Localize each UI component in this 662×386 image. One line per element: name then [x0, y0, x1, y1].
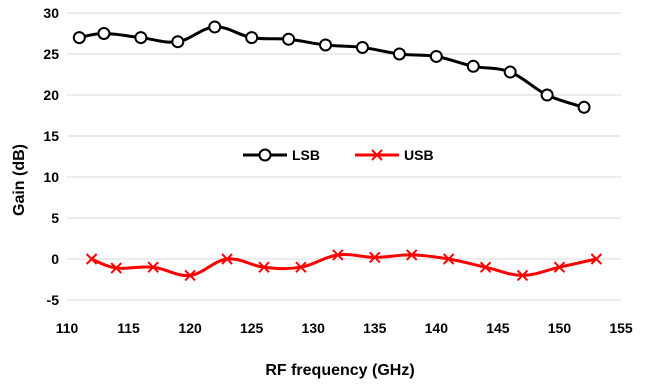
lsb-point — [72, 31, 86, 45]
usb-point — [85, 253, 98, 265]
legend-label-lsb: LSB — [292, 147, 320, 163]
x-tick-label: 135 — [363, 320, 387, 336]
usb-point — [590, 253, 603, 265]
x-tick-label: 145 — [486, 320, 510, 336]
usb-point — [184, 269, 196, 282]
x-tick-label: 110 — [56, 320, 79, 336]
y-tick-label: 0 — [51, 251, 59, 267]
usb-point — [221, 253, 233, 265]
usb-point — [553, 261, 566, 273]
legend-marker-usb — [371, 149, 383, 161]
tick-labels: -5 0 5 10 15 20 25 30 110 115 120 125 130 135 140 145 15… — [43, 5, 632, 336]
usb-point — [406, 249, 418, 261]
x-tick-label: 155 — [609, 320, 633, 336]
legend-item-lsb: LSB — [243, 147, 320, 163]
x-tick-label: 115 — [117, 320, 140, 336]
y-tick-label: 30 — [43, 5, 59, 21]
usb-point — [516, 269, 529, 282]
usb-point — [332, 249, 344, 261]
legend-item-usb: USB — [355, 147, 434, 163]
gridlines — [67, 12, 621, 301]
y-tick-label: 20 — [43, 87, 59, 103]
lsb-point — [208, 20, 222, 34]
lsb-point — [134, 31, 148, 45]
legend-marker-lsb — [258, 148, 272, 162]
lsb-point — [282, 32, 296, 46]
x-tick-label: 130 — [302, 320, 326, 336]
legend: LSB USB — [243, 147, 434, 163]
lsb-point — [429, 49, 443, 63]
lsb-point — [577, 100, 591, 114]
x-tick-label: 150 — [548, 320, 572, 336]
lsb-point — [540, 88, 554, 102]
usb-point — [110, 262, 122, 274]
legend-label-usb: USB — [404, 147, 434, 163]
lsb-point — [503, 65, 517, 79]
y-axis-label: Gain (dB) — [11, 144, 28, 216]
usb-point — [147, 261, 159, 273]
lsb-point — [245, 31, 259, 45]
x-tick-label: 125 — [240, 320, 264, 336]
lsb-point — [97, 27, 111, 40]
usb-point — [295, 261, 307, 273]
y-tick-label: -5 — [47, 292, 60, 308]
series-layer — [72, 20, 603, 282]
y-tick-label: 5 — [51, 210, 59, 226]
lsb-point — [466, 59, 480, 73]
x-axis-label: RF frequency (GHz) — [265, 362, 414, 379]
x-tick-label: 140 — [425, 320, 449, 336]
usb-point — [442, 253, 455, 265]
usb-point — [479, 261, 492, 273]
lsb-point — [171, 35, 185, 49]
y-tick-label: 10 — [43, 169, 59, 185]
lsb-point — [319, 38, 333, 52]
y-tick-label: 15 — [43, 128, 59, 144]
usb-point — [258, 261, 270, 273]
y-tick-label: 25 — [43, 46, 59, 62]
lsb-point — [392, 47, 406, 61]
x-tick-label: 120 — [178, 320, 202, 336]
usb-point — [369, 251, 381, 264]
lsb-point — [355, 40, 369, 54]
